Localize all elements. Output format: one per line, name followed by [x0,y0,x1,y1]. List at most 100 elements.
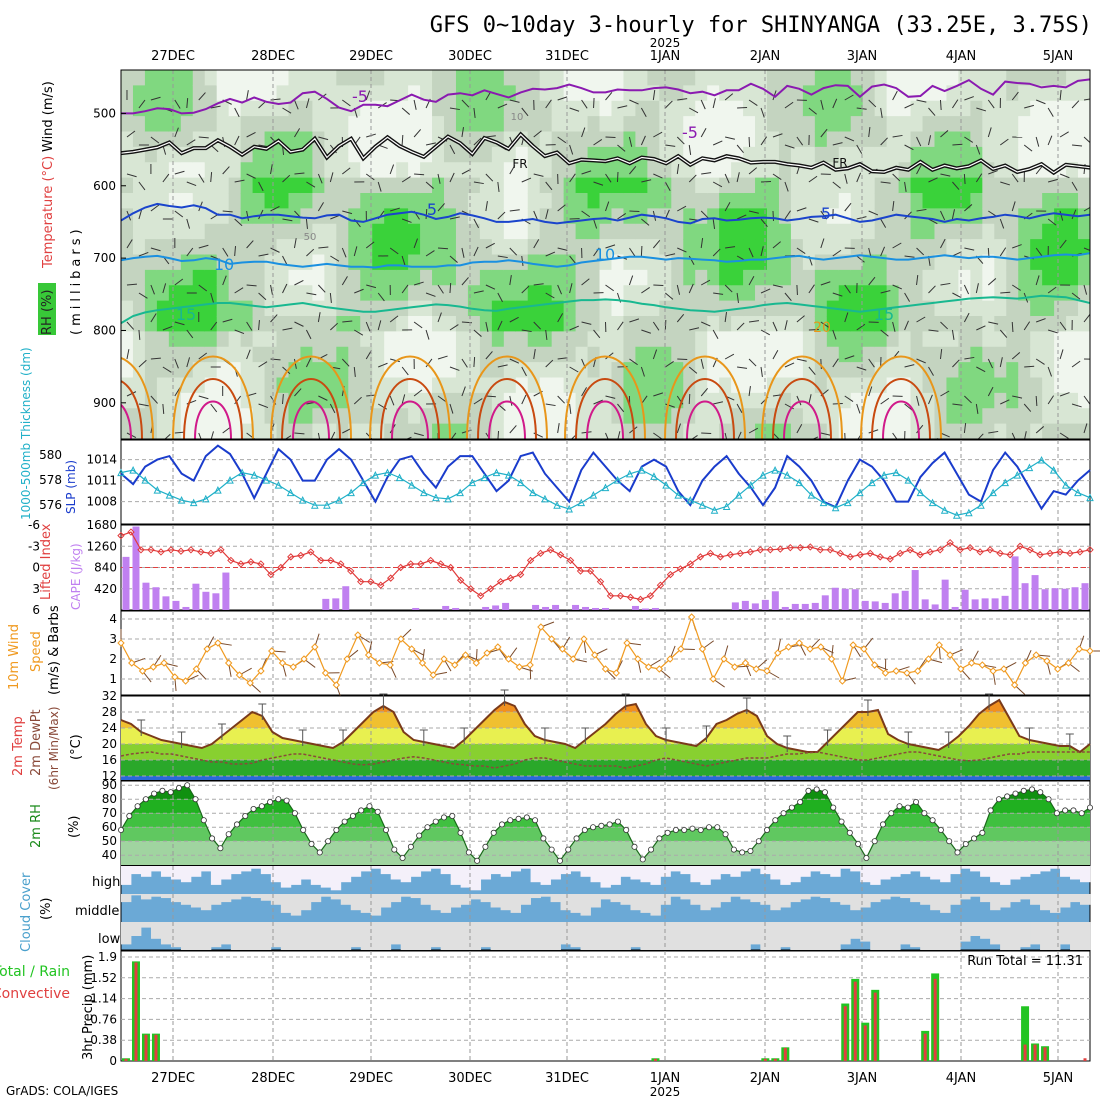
rh-cell [539,346,553,363]
rh-cell [587,177,601,194]
cloud-clear-cell [290,866,302,885]
rh-point [681,827,688,834]
cloud-clear-cell [320,922,332,950]
rh-cell [862,239,876,256]
wind-barb [270,164,273,175]
rh-cell [814,285,828,302]
rh-cell [1066,193,1079,209]
rh-cell [611,300,625,317]
rh-cell [479,177,493,194]
wind-barb [557,313,564,323]
rh-cell [408,177,421,194]
ylabel-temp-4: (°C) [69,734,84,760]
wind-barb [987,358,993,369]
rh-cell [444,146,457,163]
rh-cell [503,146,517,163]
wind-barb [677,247,687,253]
rh-cell [838,177,852,194]
rh-cell [1054,331,1067,348]
rh-cell [324,116,337,133]
rh-cell [144,254,158,271]
wind-barb [964,356,975,360]
wind-barb [820,210,827,220]
wind-barb [282,283,288,294]
cloud-clear-cell [420,922,432,950]
wind-barb [640,245,643,257]
rh-cell [467,362,481,379]
rh-cell [838,208,852,225]
rh-cell [635,423,648,439]
rh-cell [551,331,565,348]
rh-cell [982,331,995,348]
rh-point [1029,786,1036,793]
wind-barb [437,173,441,184]
rh-cell [204,177,218,194]
cloud-clear-cell [970,922,981,936]
cloud-clear-cell [1000,894,1011,908]
wind-barb [796,358,807,362]
cloud-clear-cell [490,894,502,908]
isotherm-line [121,78,1090,115]
rh-point [242,813,249,820]
rh-cell [1054,208,1067,225]
rh-cell [336,223,349,240]
rh-cell [444,177,457,194]
rh-cell [216,300,230,317]
cloud-clear-cell [600,866,611,888]
wind10m-marker [1010,681,1019,689]
cloud-clear-cell [980,866,991,877]
cloud-clear-cell [990,922,1001,945]
wind-barb [545,209,549,220]
rh-cell [240,85,254,102]
rh-cell [276,116,290,133]
wind-barb [1059,392,1070,397]
precip-convective-bar [144,1034,148,1061]
rh-point [1078,810,1085,817]
wind-barb [354,288,364,294]
rh-cell [156,162,170,179]
cloud-clear-cell [270,866,282,883]
rh-cell [491,316,505,332]
wind-barb [581,321,592,325]
rh-cell [432,316,445,332]
cloud-clear-cell [470,866,482,891]
rh-cell [910,116,924,133]
rh-cell [886,392,900,409]
rh-cell [814,300,828,317]
rh-cell [312,408,325,425]
precip-convective-bar [853,981,857,1061]
wind-barb [353,366,356,377]
wind-barb [808,328,819,331]
wind-barb [1083,423,1088,434]
rh-cell [563,193,577,209]
wind-barb [258,181,264,192]
cloud-clear-cell [490,922,502,950]
wind10m-marker [634,655,642,663]
rh-cell [862,408,876,425]
cloud-clear-cell [280,894,292,913]
wind-barb [760,136,768,146]
rh-cell [934,254,948,271]
rh-cell [1006,362,1019,379]
date-label-bottom: 29DEC [349,1071,393,1086]
wind10m-marker [1000,665,1008,673]
rh-cell [958,116,971,133]
wind-barb [892,432,898,439]
rh-cell [396,269,409,286]
wind-barb [365,321,371,332]
temp-lines [120,689,1091,769]
cloud-clear-cell [560,922,571,945]
rh-cell [814,254,828,271]
rh-cell [1030,362,1043,379]
rh-point [1070,807,1077,814]
rh-cell [790,362,804,379]
thickness-marker [274,481,283,489]
tick-label: 1 [109,672,117,686]
rh-cell [1018,223,1031,240]
rh-cell [790,100,804,117]
rh-cell [527,162,541,179]
wind-barb [737,366,748,369]
cloud-clear-cell [970,866,981,872]
thickness-marker [977,501,985,509]
